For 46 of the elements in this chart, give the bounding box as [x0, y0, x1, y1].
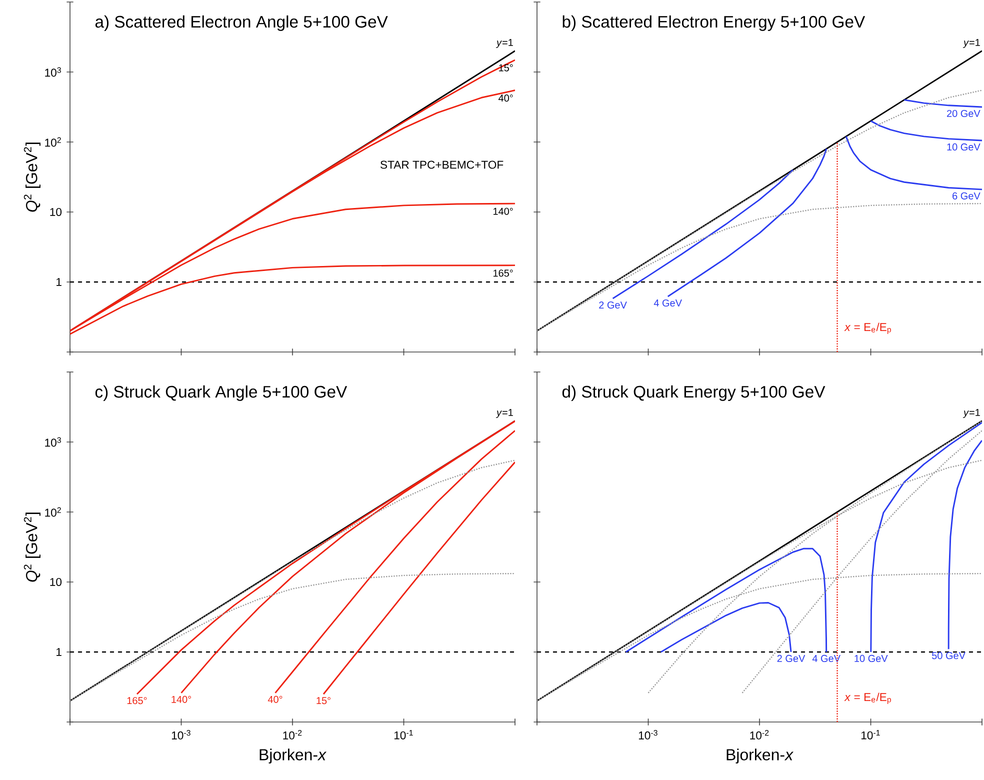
series-label: 15° [316, 697, 330, 704]
x-tick-label: 10$^{-2}$ [283, 730, 302, 740]
series-label: 6 GeV [952, 192, 980, 200]
series-label: 2 GeV [777, 654, 806, 662]
text: c) Struck Quark Angle 5+100 GeV [95, 385, 348, 401]
y-axis-title: Q$^{2}$ [GeV$^{2}$] [24, 512, 40, 582]
x-tick-label: 10$^{-1}$ [394, 730, 413, 740]
series-label: 40° [268, 696, 282, 703]
series-label: 50 GeV [932, 652, 966, 660]
y-tick-label: 10$^{2}$ [45, 137, 61, 147]
x-axis-title: Bjorken-x [726, 748, 794, 764]
series-label: 40° [498, 94, 513, 102]
series-label: y=1 [962, 39, 980, 48]
annotation: STAR TPC+BEMC+TOF [380, 160, 504, 169]
x-tick-label: 10$^{-1}$ [861, 730, 880, 740]
series-label: 165° [493, 270, 513, 277]
x-tick-label: 10$^{-2}$ [750, 730, 769, 740]
series-label: 140° [493, 208, 513, 215]
series-label: 140° [172, 696, 191, 703]
series-label: x = E$_{e}$/E$_{p}$ [844, 322, 891, 334]
text: d) Struck Quark Energy 5+100 GeV [562, 385, 826, 401]
series-label: x = E$_{e}$/E$_{p}$ [844, 692, 891, 704]
x-tick-label: 10$^{-3}$ [172, 730, 190, 740]
y-tick-label: 10 [50, 208, 62, 216]
y-tick-label: 10 [50, 578, 62, 586]
series-label: y=1 [962, 409, 980, 418]
series-label: y=1 [496, 409, 513, 418]
series-label: 4 GeV [812, 654, 840, 662]
x-axis-title: Bjorken-x [260, 748, 327, 764]
y-tick-label: 1 [56, 278, 62, 286]
series-label: y=1 [496, 39, 513, 48]
series-label: 2 GeV [599, 301, 627, 309]
x-tick-label: 10$^{-3}$ [638, 730, 658, 740]
y-tick-label: 10$^{3}$ [45, 437, 61, 447]
text: a) Scattered Electron Angle 5+100 GeV [95, 15, 388, 31]
series-label: 20 GeV [947, 110, 980, 118]
series-label: 15° [499, 64, 513, 72]
y-tick-label: 10$^{2}$ [45, 507, 61, 517]
y-tick-label: 1 [56, 648, 62, 656]
series-label: 10 GeV [854, 654, 888, 662]
series-label: 10 GeV [947, 143, 980, 151]
y-tick-label: 10$^{3}$ [45, 67, 61, 77]
text: b) Scattered Electron Energy 5+100 GeV [562, 15, 866, 31]
y-axis-title: Q$^{2}$ [GeV$^{2}$] [24, 142, 40, 212]
series-label: 165° [127, 697, 147, 704]
series-label: 4 GeV [654, 299, 682, 307]
